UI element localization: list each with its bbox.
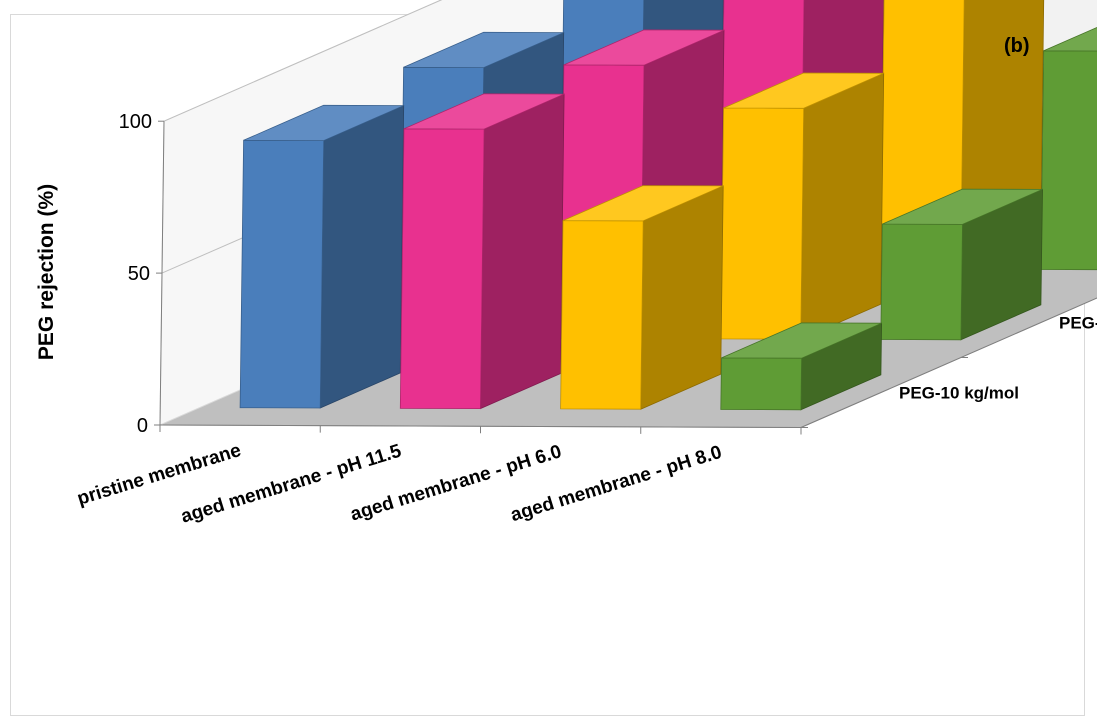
y-tick-label: 0 [137, 415, 148, 437]
bar-2-1 [720, 72, 885, 340]
bar-top-face [723, 72, 884, 109]
bars-group [239, 0, 1097, 411]
bar-front-face [399, 128, 485, 410]
y-axis-line [159, 121, 165, 426]
bar-front-face [880, 223, 963, 341]
axes-group [154, 120, 1097, 435]
bar-1-0 [399, 93, 565, 410]
bar-top-face [403, 93, 565, 130]
bar-3-1 [880, 188, 1043, 341]
y-axis-label: PEG rejection (%) [35, 184, 58, 360]
depth-axis-line [800, 297, 1097, 428]
bar-top-face [721, 322, 882, 359]
bar-side-face [479, 93, 565, 410]
bar-top-face [403, 31, 564, 69]
bar-front-face [720, 107, 805, 340]
bar-front-face [239, 139, 325, 409]
bar-side-face [319, 104, 405, 409]
bar-front-face [560, 220, 644, 410]
bar-side-face [800, 72, 885, 340]
y-tick-label: 50 [128, 263, 150, 285]
bar-top-face [882, 188, 1043, 225]
bar-3-0 [720, 322, 883, 411]
bar-side-face [640, 185, 724, 410]
bar-top-face [243, 104, 404, 142]
bar-top-face [562, 185, 724, 222]
bar-2-0 [560, 185, 724, 410]
series-label: PEG-20 kg/mol [1059, 314, 1097, 333]
bar-front-face [720, 357, 803, 411]
bar-front-face [1040, 50, 1097, 271]
y-tick-label: 100 [119, 111, 152, 133]
panel-label: (b) [1004, 35, 1030, 57]
series-label: PEG-10 kg/mol [899, 384, 1019, 403]
gridline [163, 0, 443, 122]
bar-top-face [563, 29, 725, 66]
bar-0-0 [239, 104, 405, 409]
bar-3-2 [1040, 27, 1097, 271]
bar-top-face [1043, 27, 1097, 52]
